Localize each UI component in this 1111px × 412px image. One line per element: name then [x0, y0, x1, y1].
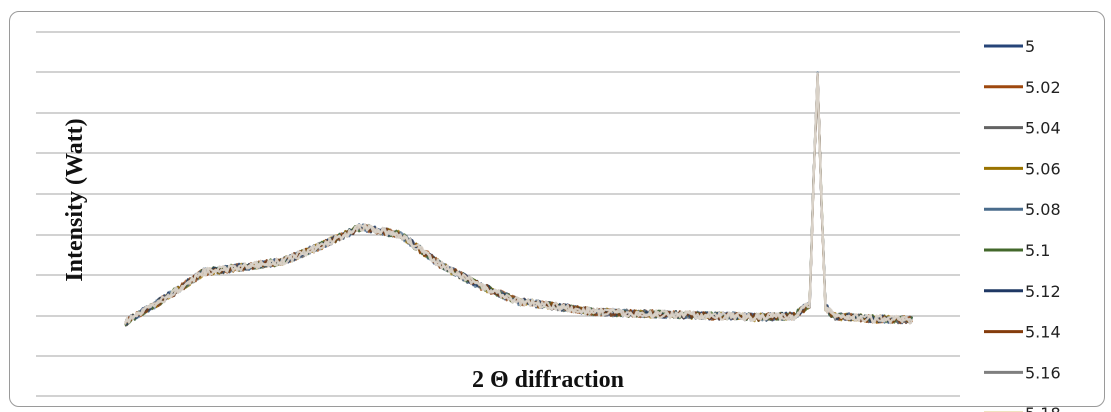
series-line-5.06: [123, 75, 913, 325]
series-line-5.02: [124, 72, 914, 327]
series-line-5.08: [125, 71, 914, 325]
legend-label-5.02: 5.02: [1025, 78, 1061, 97]
legend-label-5.18: 5.18: [1025, 404, 1061, 412]
legend-label-5.14: 5.14: [1025, 323, 1061, 342]
x-axis-label: 2 Θ diffraction: [472, 367, 624, 393]
legend-label-5.16: 5.16: [1025, 363, 1061, 382]
series-line-5.12: [124, 73, 913, 326]
legend-label-5.12: 5.12: [1025, 282, 1061, 301]
y-axis-label: Intensity (Watt): [62, 118, 88, 281]
series-line-5.1: [124, 76, 914, 327]
legend-label-5.06: 5.06: [1025, 159, 1061, 178]
series-line-5: [124, 77, 913, 325]
legend-label-5.04: 5.04: [1025, 119, 1061, 138]
chart-frame: [9, 11, 1105, 407]
series-line-5.14: [124, 73, 913, 325]
legend-label-5.08: 5.08: [1025, 200, 1061, 219]
plot-area: [123, 71, 914, 327]
legend: 5 5.02 5.04 5.06 5.08 5.1 5.12 5.14 5.16 5.18: [984, 37, 1061, 412]
gridlines: [36, 31, 960, 397]
legend-label-5.1: 5.1: [1025, 241, 1050, 260]
legend-label-5: 5: [1025, 37, 1035, 56]
series-line-5.18: [123, 72, 913, 325]
